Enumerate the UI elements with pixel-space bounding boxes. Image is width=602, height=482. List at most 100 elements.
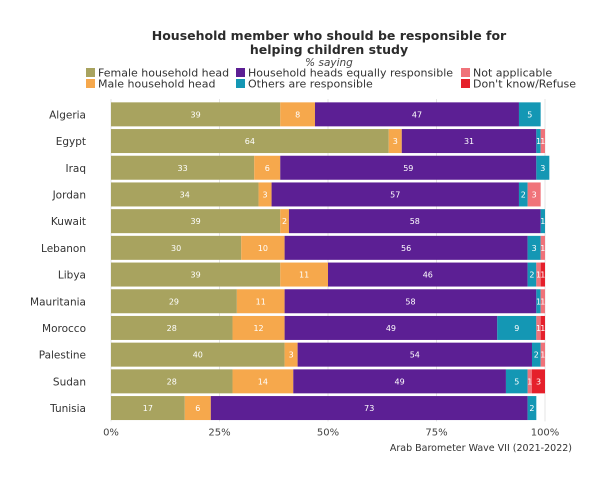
value-label-morocco-not-applicable: 1 [536,324,541,333]
value-label-kuwait-others-are-responsible: 1 [540,217,545,226]
value-label-tunisia-female-household-head: 17 [143,404,153,413]
value-label-libya-female-household-head: 39 [191,271,201,280]
category-label-algeria: Algeria [49,109,86,121]
legend-label-household-heads-equally-responsible: Household heads equally responsible [248,67,453,80]
bar-mauritania-household-heads-equally-responsible [284,289,537,314]
bar-mauritania-not-applicable [540,289,545,314]
bar-lebanon-male-household-head [241,235,285,260]
bar-algeria-male-household-head [280,102,315,127]
value-label-morocco-household-heads-equally-responsible: 49 [386,324,396,333]
bar-kuwait-female-household-head [111,209,281,234]
chart-title-line-1: Household member who should be responsib… [152,28,507,43]
x-tick-label-4: 100% [531,427,560,438]
legend-swatch-others-are-responsible [236,79,245,88]
bar-sudan-male-household-head [232,369,294,394]
value-label-lebanon-male-household-head: 10 [258,244,268,253]
bar-iraq-female-household-head [111,155,255,180]
value-label-iraq-others-are-responsible: 3 [540,164,545,173]
bar-algeria-household-heads-equally-responsible [314,102,519,127]
bar-mauritania-male-household-head [236,289,285,314]
bar-palestine-not-applicable [540,342,545,367]
category-labels: Algeria Egypt Iraq Jordan Kuwait Lebanon Libya… [30,109,86,415]
value-label-palestine-household-heads-equally-responsible: 54 [410,351,420,360]
value-label-libya-don-t-know-refuse: 1 [540,271,545,280]
value-label-palestine-male-household-head: 3 [289,351,294,360]
bar-sudan-others-are-responsible [505,369,528,394]
legend-label-not-applicable: Not applicable [473,67,552,80]
value-label-iraq-female-household-head: 33 [178,164,188,173]
bar-egypt-female-household-head [111,129,389,154]
value-label-libya-others-are-responsible: 2 [529,271,534,280]
legend-swatch-female-household-head [86,68,95,77]
bar-libya-don-t-know-refuse [540,262,545,287]
bar-algeria-female-household-head [111,102,281,127]
value-label-morocco-female-household-head: 28 [167,324,177,333]
value-label-egypt-not-applicable: 1 [540,137,545,146]
x-axis-ticks: 0% 25% 50% 75% 100% [103,427,559,438]
legend-label-male-household-head: Male household head [98,78,215,91]
category-label-morocco: Morocco [42,323,86,335]
category-label-jordan: Jordan [52,189,86,201]
bar-mauritania-others-are-responsible [536,289,541,314]
bar-algeria-others-are-responsible [518,102,541,127]
value-label-sudan-male-household-head: 14 [258,377,268,386]
value-label-egypt-female-household-head: 64 [245,137,255,146]
value-label-jordan-household-heads-equally-responsible: 57 [390,190,400,199]
value-label-mauritania-female-household-head: 29 [169,297,179,306]
value-label-jordan-male-household-head: 3 [263,190,268,199]
value-label-egypt-male-household-head: 3 [393,137,398,146]
category-label-mauritania: Mauritania [30,296,86,308]
source-note: Arab Barometer Wave VII (2021-2022) [390,443,572,454]
category-label-egypt: Egypt [56,136,86,148]
bar-jordan-female-household-head [111,182,259,207]
bar-kuwait-others-are-responsible [540,209,545,234]
value-label-libya-not-applicable: 1 [536,271,541,280]
value-label-palestine-not-applicable: 1 [540,351,545,360]
bar-libya-household-heads-equally-responsible [328,262,528,287]
bar-palestine-male-household-head [284,342,298,367]
value-label-lebanon-others-are-responsible: 3 [532,244,537,253]
category-label-lebanon: Lebanon [41,243,86,255]
value-label-sudan-female-household-head: 28 [167,377,177,386]
chart-subtitle: % saying [305,57,353,69]
value-label-lebanon-not-applicable: 1 [540,244,545,253]
bar-jordan-household-heads-equally-responsible [271,182,519,207]
chart-title-line-2: helping children study [250,42,408,57]
bar-morocco-female-household-head [111,315,233,340]
bar-lebanon-female-household-head [111,235,242,260]
value-label-jordan-others-are-responsible: 2 [521,190,526,199]
legend-swatch-male-household-head [86,79,95,88]
value-label-tunisia-household-heads-equally-responsible: 73 [364,404,374,413]
value-label-kuwait-male-household-head: 2 [282,217,287,226]
value-label-morocco-others-are-responsible: 9 [514,324,519,333]
value-label-tunisia-others-are-responsible: 2 [529,404,534,413]
bar-tunisia-male-household-head [184,396,211,421]
value-label-algeria-female-household-head: 39 [191,110,201,119]
value-label-jordan-not-applicable: 3 [532,190,537,199]
value-label-palestine-others-are-responsible: 2 [534,351,539,360]
value-label-egypt-household-heads-equally-responsible: 31 [464,137,474,146]
value-label-mauritania-not-applicable: 1 [540,297,545,306]
value-label-sudan-others-are-responsible: 5 [514,377,519,386]
value-label-jordan-female-household-head: 34 [180,190,190,199]
bar-tunisia-others-are-responsible [527,396,537,421]
legend-swatch-don-t-know-refuse [461,79,470,88]
bar-libya-male-household-head [280,262,328,287]
value-label-sudan-household-heads-equally-responsible: 49 [395,377,405,386]
x-tick-label-3: 75% [425,427,447,438]
category-label-tunisia: Tunisia [49,403,86,415]
bar-iraq-male-household-head [254,155,281,180]
x-tick-label-1: 25% [208,427,230,438]
bar-mauritania-female-household-head [111,289,237,314]
legend-swatch-household-heads-equally-responsible [236,68,245,77]
value-label-palestine-female-household-head: 40 [193,351,203,360]
bar-kuwait-household-heads-equally-responsible [288,209,541,234]
value-label-mauritania-others-are-responsible: 1 [536,297,541,306]
bar-egypt-male-household-head [388,129,402,154]
bar-sudan-female-household-head [111,369,233,394]
x-tick-label-2: 50% [317,427,339,438]
bar-jordan-not-applicable [527,182,541,207]
value-label-kuwait-household-heads-equally-responsible: 58 [410,217,420,226]
